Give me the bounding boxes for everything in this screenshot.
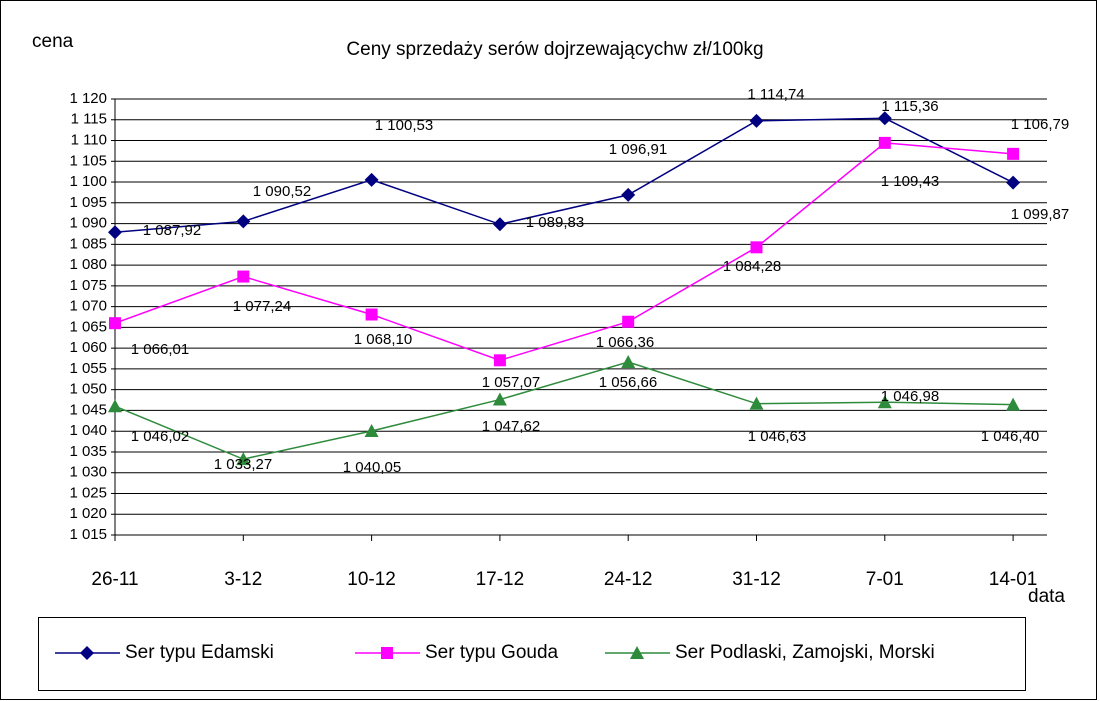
series-line [114,117,1014,233]
data-label: 1 046,98 [881,388,939,405]
data-label: 1 100,53 [375,117,433,134]
marker [109,317,121,330]
legend-label: Ser Podlaski, Zamojski, Morski [675,642,935,663]
y-tick-label: 1 040 [69,422,107,439]
x-tick-label: 26-11 [91,569,138,590]
marker [364,172,379,187]
marker [622,315,635,328]
x-tick-label: 14-01 [989,569,1038,590]
marker [365,308,378,321]
marker [236,452,251,466]
data-label: 1 087,92 [143,222,201,239]
y-tick-label: 1 100 [69,173,107,190]
y-tick-label: 1 105 [69,152,107,169]
data-label: 1 089,83 [526,214,584,231]
x-tick-label: 24-12 [604,569,653,590]
y-tick-label: 1 015 [69,526,107,543]
x-tick-label: 10-12 [347,569,396,590]
marker [749,113,764,128]
y-tick-label: 1 115 [71,111,107,128]
x-tick-label: 17-12 [476,569,525,590]
y-tick-label: 1 050 [69,381,107,398]
y-tick-label: 1 055 [69,360,107,377]
data-label: 1 109,43 [881,173,939,190]
series-line [114,361,1014,460]
y-tick-label: 1 025 [69,484,107,501]
data-label: 1 047,62 [482,418,540,435]
data-label: 1 077,24 [233,298,291,315]
chart-title: Ceny sprzedaży serów dojrzewającychw zł/… [346,39,763,60]
data-label: 1 068,10 [354,331,412,348]
data-label: 1 114,74 [747,86,804,103]
marker [108,399,122,413]
y-tick-label: 1 060 [69,339,107,356]
marker [236,214,251,229]
data-label: 1 106,79 [1011,116,1069,133]
x-tick-label: 31-12 [732,569,781,590]
marker [237,270,250,283]
x-axis-label: data [1028,586,1065,607]
y-tick-label: 1 065 [69,318,107,335]
marker [1007,147,1020,160]
marker [877,111,892,126]
marker [621,355,636,369]
y-tick-label: 1 045 [69,401,107,418]
marker [108,225,122,240]
data-label: 1 096,91 [609,141,667,158]
marker [364,423,379,437]
legend-label: Ser typu Gouda [425,642,559,663]
marker [749,396,764,410]
series-line [114,142,1014,362]
data-label: 1 090,52 [253,183,311,200]
x-tick-label: 7-01 [866,569,904,590]
marker [1006,175,1021,190]
y-tick-label: 1 075 [69,277,107,294]
data-label: 1 033,27 [214,456,272,473]
data-label: 1 057,07 [482,374,540,391]
y-tick-label: 1 095 [69,194,107,211]
y-tick-label: 1 120 [69,90,107,107]
marker [381,647,393,659]
data-label: 1 046,63 [748,428,806,445]
data-label: 1 040,05 [343,459,401,476]
data-label: 1 056,66 [599,374,657,391]
data-label: 1 046,40 [981,428,1039,445]
data-label: 1 099,87 [1011,206,1069,223]
legend-label: Ser typu Edamski [125,642,274,663]
marker [621,187,636,202]
marker [492,217,507,232]
marker [80,646,94,660]
y-tick-label: 1 070 [69,298,107,315]
x-tick-label: 3-12 [224,569,262,590]
marker [878,136,891,149]
y-tick-label: 1 090 [69,215,107,232]
y-tick-label: 1 030 [69,464,107,481]
y-tick-label: 1 080 [69,256,107,273]
y-tick-label: 1 020 [69,505,107,522]
data-label: 1 115,36 [881,98,938,115]
data-label: 1 084,28 [723,258,781,275]
marker [1006,397,1021,411]
marker [877,395,892,409]
y-tick-label: 1 035 [69,443,107,460]
marker [750,241,763,254]
y-axis-label: cena [32,31,74,52]
marker [630,646,644,659]
legend-box [38,617,1026,691]
y-tick-label: 1 085 [69,235,107,252]
data-label: 1 046,02 [131,428,189,445]
marker [492,392,507,406]
data-label: 1 066,01 [131,341,189,358]
data-label: 1 066,36 [596,334,654,351]
y-tick-label: 1 110 [71,131,107,148]
marker [493,354,506,367]
